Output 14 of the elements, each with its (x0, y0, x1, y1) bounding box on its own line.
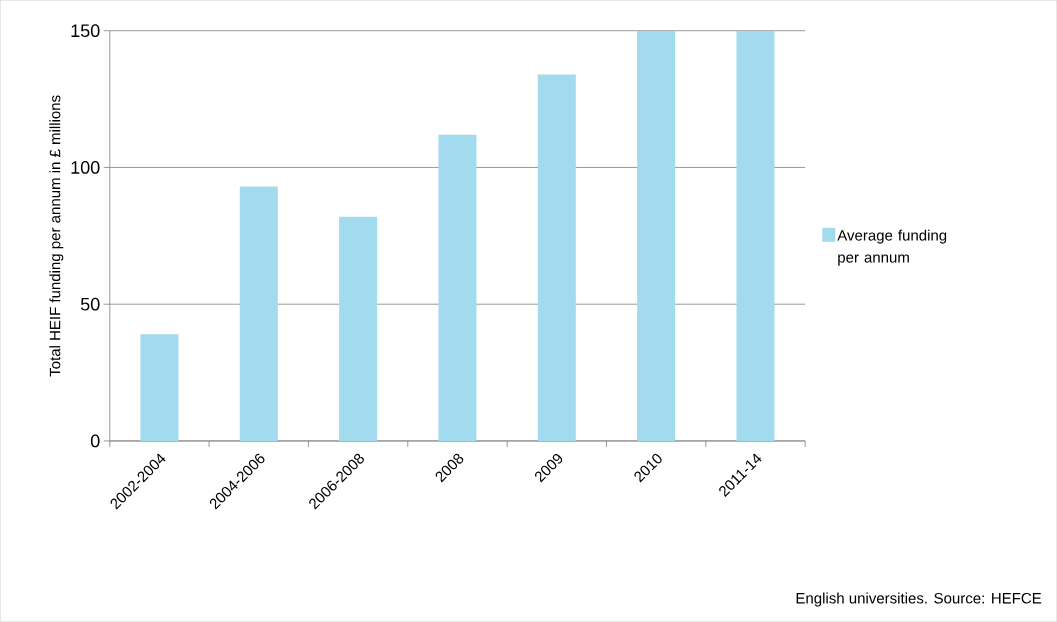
y-axis-title: Total HEIF funding per annum in £ millions (49, 95, 64, 377)
y-tick-label: 50 (80, 297, 100, 311)
bar (637, 30, 676, 442)
y-tick-label: 0 (90, 434, 100, 448)
y-tick-label: 100 (71, 161, 100, 174)
bar (140, 334, 179, 442)
bar (339, 216, 378, 442)
bar (736, 30, 775, 442)
y-tick-label: 150 (71, 24, 100, 38)
bar (239, 186, 278, 442)
text: English universities. Source: HEFCE (796, 592, 1042, 607)
bar (537, 74, 576, 442)
legend-label: Average funding per annum (837, 229, 947, 266)
bar (438, 134, 477, 442)
